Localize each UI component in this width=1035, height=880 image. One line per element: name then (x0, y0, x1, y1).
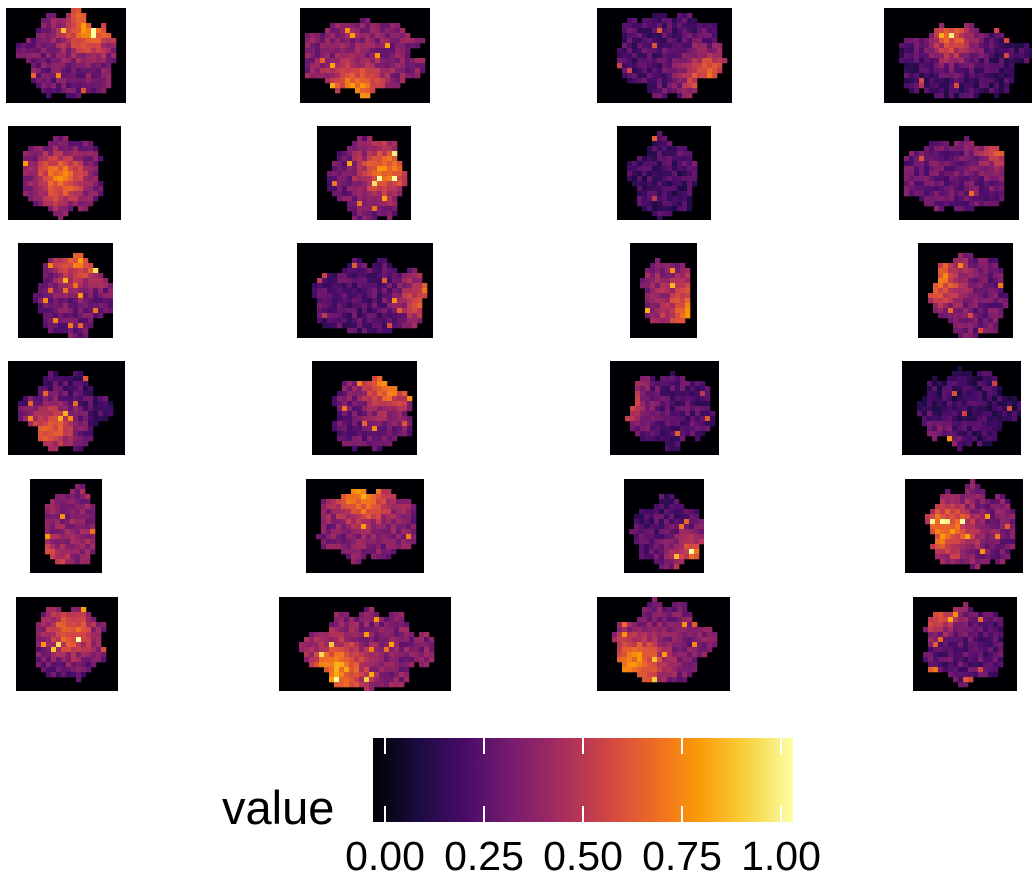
tissue-panel-13 (8, 361, 125, 455)
tissue-panel-3 (597, 8, 732, 103)
tissue-heatmap (625, 371, 716, 452)
tissue-heatmap (332, 376, 413, 452)
tissue-panel-16 (902, 361, 1021, 455)
tissue-panel-14 (312, 361, 417, 455)
tissue-heatmap (627, 131, 698, 220)
tissue-panel-6 (317, 126, 411, 220)
tissue-heatmap (312, 258, 428, 334)
tissue-panel-11 (630, 243, 697, 338)
tissue-heatmap (928, 253, 1009, 338)
tissue-panel-20 (905, 479, 1023, 573)
tissue-heatmap (45, 484, 96, 565)
tissue-heatmap (904, 136, 1005, 212)
tissue-panel-19 (624, 479, 704, 573)
tissue-panel-17 (30, 479, 102, 573)
tissue-panel-24 (913, 597, 1017, 691)
tissue-heatmap (16, 8, 117, 99)
tissue-panel-22 (279, 597, 451, 691)
tissue-heatmap (640, 258, 691, 324)
tissue-panel-10 (297, 243, 433, 338)
tissue-heatmap (899, 23, 1032, 99)
tissue-panel-5 (8, 126, 121, 220)
tissue-heatmap (316, 489, 417, 565)
tissue-heatmap (327, 136, 408, 220)
tissue-heatmap (305, 18, 426, 99)
tissue-panel-1 (6, 8, 126, 103)
tissue-panel-12 (918, 243, 1013, 338)
tissue-heatmap (923, 602, 1004, 688)
tissue-panel-21 (16, 597, 118, 691)
tissue-heatmap (612, 597, 718, 683)
tissue-heatmap (18, 371, 114, 452)
tissue-panel-15 (610, 361, 719, 455)
tissue-heatmap (299, 607, 435, 691)
tissue-heatmap (925, 479, 1016, 570)
tissue-heatmap (36, 607, 107, 683)
tissue-heatmap (617, 13, 728, 99)
tissue-heatmap (917, 366, 1021, 452)
tissue-panel-4 (884, 8, 1032, 103)
tissue-panel-8 (899, 126, 1019, 220)
tissue-heatmap (629, 494, 704, 570)
tissue-panel-7 (617, 126, 711, 220)
tissue-heatmap (33, 253, 113, 338)
tissue-panel-23 (597, 597, 730, 691)
tissue-heatmap (23, 136, 104, 220)
tissue-panel-9 (18, 243, 113, 338)
tissue-panel-18 (306, 479, 424, 573)
tissue-panel-2 (300, 8, 430, 103)
